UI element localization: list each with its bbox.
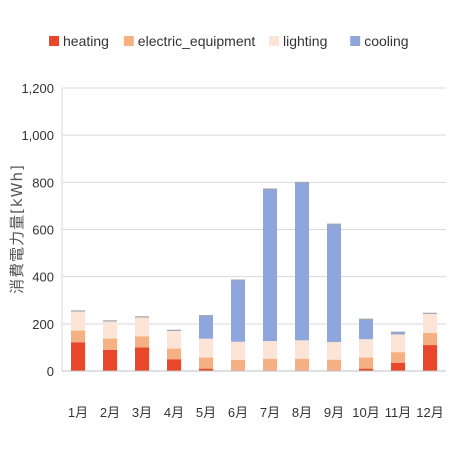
legend: heating electric_equipment lighting cooling <box>49 33 409 49</box>
x-tick-label: 7月 <box>260 405 280 420</box>
bar-segment-cooling <box>262 188 278 342</box>
bar-segment-cooling <box>230 279 246 342</box>
legend-item-cooling: cooling <box>350 33 409 49</box>
bar-segment-lighting <box>166 330 182 349</box>
bar-segment-electric-equipment <box>230 359 246 371</box>
legend-label: electric_equipment <box>138 33 256 49</box>
bar-group <box>294 181 310 371</box>
bar-segment-heating <box>390 362 406 371</box>
bar-segment-cooling <box>390 332 406 335</box>
y-tick-label: 0 <box>47 364 54 379</box>
legend-item-electric-equipment: electric_equipment <box>123 33 256 49</box>
bar-segment-heating <box>198 368 214 371</box>
y-tick-label: 1,000 <box>21 128 54 143</box>
bar-group <box>262 188 278 371</box>
bar-segment-electric-equipment <box>262 358 278 371</box>
y-axis-label: 消費電力量[kWh] <box>8 164 26 294</box>
bar-segment-lighting <box>230 341 246 360</box>
bar-segment-cooling <box>198 315 214 339</box>
bar-segment-cooling <box>326 224 342 342</box>
bar-segment-lighting <box>198 338 214 358</box>
bar-group <box>358 318 374 371</box>
bar-segment-electric-equipment <box>70 330 86 343</box>
legend-item-heating: heating <box>49 33 109 49</box>
x-tick-label: 4月 <box>164 405 184 420</box>
bar-segment-electric-equipment <box>102 338 118 350</box>
legend-label: lighting <box>283 33 327 49</box>
bar-segment-cooling <box>358 319 374 340</box>
bar-segment-electric-equipment <box>166 348 182 360</box>
x-tick-label: 9月 <box>324 405 344 420</box>
bar-segment-lighting <box>358 339 374 358</box>
bar-segment-heating <box>134 347 150 371</box>
bar-group <box>230 279 246 371</box>
bar-segment-lighting <box>134 317 150 337</box>
bar-segment-lighting <box>70 311 86 331</box>
bar-group <box>422 312 438 371</box>
bar-group <box>326 223 342 371</box>
bar-segment-heating <box>422 345 438 371</box>
x-tick-label: 1月 <box>68 405 88 420</box>
bar-segment-heating <box>70 342 86 371</box>
legend-label: heating <box>63 33 109 49</box>
bar-segment-electric-equipment <box>198 357 214 369</box>
bar-segment-cooling <box>294 182 310 341</box>
bar-segment-heating <box>358 368 374 371</box>
x-tick-label: 2月 <box>100 405 120 420</box>
bar-segment-heating <box>102 349 118 371</box>
x-tick-label: 8月 <box>292 405 312 420</box>
legend-label: cooling <box>364 33 408 49</box>
bar-segment-lighting <box>390 334 406 353</box>
x-tick-label: 11月 <box>385 405 412 420</box>
bar-segment-electric-equipment <box>294 358 310 371</box>
x-tick-labels: 1月 2月 3月 4月 5月 6月 7月 8月 9月 10月 11月 12月 <box>68 405 444 420</box>
x-tick-label: 5月 <box>196 405 216 420</box>
bar-segment-electric-equipment <box>422 332 438 346</box>
bar-segment-electric-equipment <box>358 357 374 369</box>
x-tick-label: 10月 <box>352 405 379 420</box>
y-tick-label: 800 <box>32 175 54 190</box>
bar-group <box>390 331 406 371</box>
legend-item-lighting: lighting <box>269 33 327 49</box>
bar-segment-lighting <box>422 313 438 333</box>
bar-segment-lighting <box>294 340 310 359</box>
bar-segment-electric-equipment <box>134 336 150 348</box>
bar-segment-lighting <box>102 321 118 339</box>
bar-segment-lighting <box>262 341 278 359</box>
y-tick-label: 600 <box>32 223 54 238</box>
x-tick-label: 6月 <box>228 405 248 420</box>
y-tick-label: 1,200 <box>21 81 54 96</box>
axes <box>61 88 446 372</box>
bar-segment-heating <box>166 359 182 371</box>
bar-segment-electric-equipment <box>390 352 406 363</box>
bar-group <box>134 316 150 371</box>
x-tick-label: 12月 <box>416 405 443 420</box>
y-tick-label: 200 <box>32 317 54 332</box>
legend-swatch <box>269 36 279 46</box>
x-tick-label: 3月 <box>132 405 152 420</box>
grid-lines <box>62 87 446 325</box>
bar-group <box>198 315 214 371</box>
legend-swatch <box>49 36 59 46</box>
bar-group <box>102 320 118 371</box>
bar-segment-lighting <box>326 341 342 360</box>
bar-group <box>70 310 86 371</box>
bar-groups <box>70 181 438 371</box>
legend-swatch <box>123 36 134 46</box>
y-tick-label: 400 <box>32 270 54 285</box>
bar-segment-electric-equipment <box>326 359 342 371</box>
y-tick-labels: 0 200 400 600 800 1,000 1,200 <box>21 81 54 379</box>
legend-swatch <box>350 36 361 46</box>
bar-group <box>166 329 182 371</box>
